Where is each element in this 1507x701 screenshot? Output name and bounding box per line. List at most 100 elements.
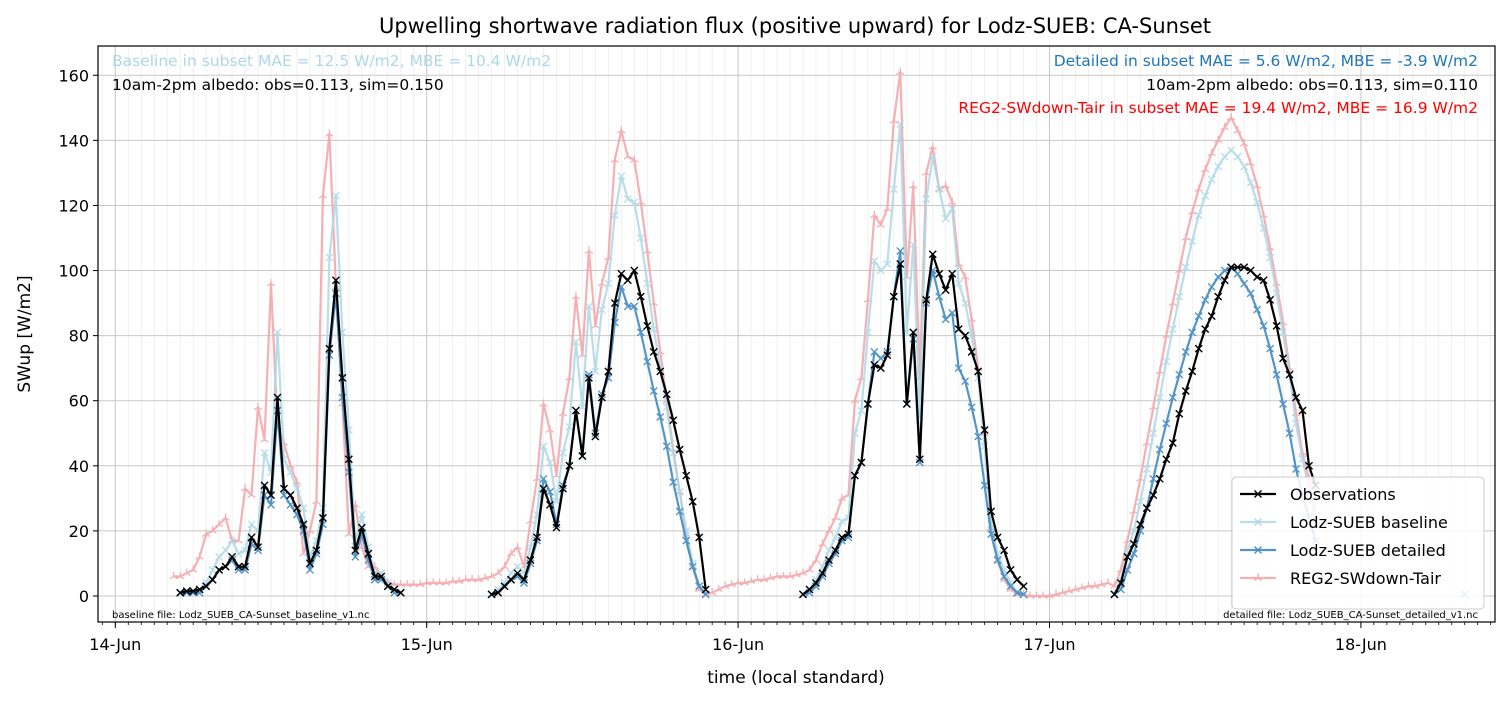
data-point [1175,292,1184,301]
data-point [682,471,691,480]
data-point [993,556,1002,565]
data-point [948,308,957,317]
data-point [344,455,353,464]
tri-arm [1152,406,1158,411]
data-point [1077,583,1087,591]
tri-arm [1204,169,1210,173]
tri-arm [1049,595,1054,599]
tri-arm [513,546,518,551]
tri-arm [792,574,797,578]
data-point [915,458,924,467]
data-point [617,172,626,181]
data-point [831,533,840,542]
tri-arm [731,584,736,588]
data-point [727,580,736,588]
data-point [1175,409,1184,418]
data-point [415,580,425,588]
tri-arm [257,406,263,411]
data-point [935,269,944,278]
tri-arm [441,582,447,586]
legend-label: Lodz-SUEB detailed [1290,541,1446,560]
legend: Observations Lodz-SUEB baseline Lodz-SUEB … [1231,476,1485,610]
data-point [175,571,185,580]
data-point [487,571,496,580]
tri-arm [1136,478,1141,482]
tri-arm [822,543,827,547]
tri-arm [1168,302,1174,306]
data-point [1220,266,1229,275]
data-point [507,575,516,584]
tri-arm [458,580,464,585]
data-point [279,491,288,500]
tri-arm [1243,143,1249,147]
data-point [623,276,632,285]
data-point [1259,224,1268,233]
data-point [947,197,957,206]
data-point [1272,321,1281,330]
tri-arm [1077,587,1083,591]
data-point [1064,586,1074,594]
tri-arm [175,575,181,580]
tri-arm [857,377,862,381]
data-point [539,399,548,407]
data-point [1279,399,1288,408]
data-point [1233,126,1242,134]
tri-arm [1103,582,1109,586]
tri-arm [1045,595,1050,599]
data-point [850,471,859,480]
tri-arm [1207,152,1213,157]
tri-arm [711,592,717,596]
data-point [714,584,723,593]
tri-arm [428,582,434,586]
data-point [253,402,263,411]
data-point [630,266,639,275]
data-point [961,299,970,308]
tri-arm [653,302,659,306]
data-point [500,582,509,591]
tri-arm [876,224,882,228]
tri-arm [253,406,259,411]
tri-arm [491,575,496,580]
tri-arm [1090,585,1096,590]
data-point [292,484,301,493]
data-point [980,426,989,434]
data-point [1240,162,1249,171]
tri-arm [422,582,428,586]
tri-arm [909,185,914,189]
data-point [928,152,937,161]
data-point [487,590,496,599]
data-point [208,575,217,584]
data-point [1000,546,1009,555]
data-point [195,552,204,560]
tri-arm [1224,126,1229,131]
data-point [1253,305,1262,314]
data-point [954,325,963,334]
data-point [1252,181,1262,189]
data-point [286,491,295,500]
data-point [286,500,295,509]
data-point [1226,113,1236,121]
data-point [941,286,950,295]
tri-arm [484,577,490,581]
tri-arm [646,250,652,254]
tri-arm [1276,282,1281,287]
tri-arm [896,71,901,75]
tri-arm [1097,584,1102,588]
data-point [909,181,918,189]
data-point [182,587,191,596]
tri-arm [805,569,810,573]
tri-arm [218,523,224,528]
tri-arm [1084,585,1089,590]
tri-arm [1256,185,1262,189]
data-point [260,435,269,443]
tri-arm [798,572,804,577]
data-point [1181,347,1190,356]
data-point [792,570,801,578]
data-point [506,549,516,557]
tri-arm [251,494,256,498]
tri-arm [740,582,745,586]
tri-arm [1302,452,1307,456]
tri-arm [1220,126,1226,131]
tri-arm [595,325,600,329]
data-point [656,367,665,376]
